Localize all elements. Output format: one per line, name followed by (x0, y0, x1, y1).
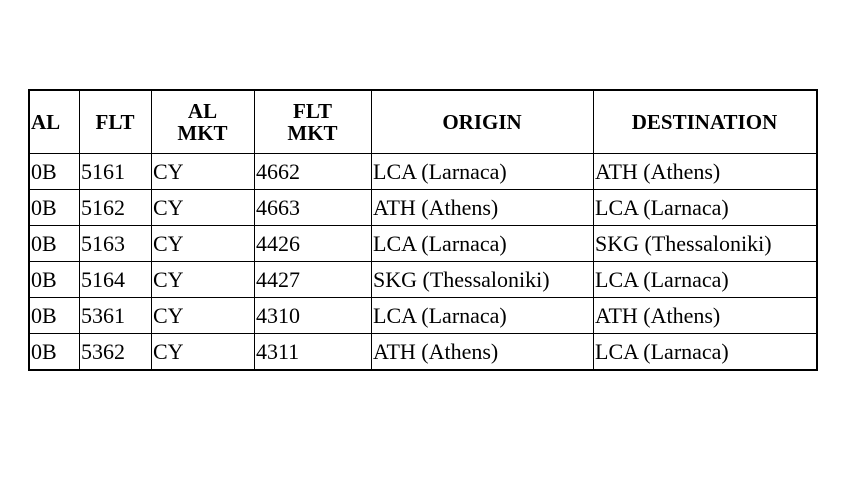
cell-origin: LCA (Larnaca) (371, 153, 594, 190)
cell-destination: LCA (Larnaca) (593, 333, 818, 371)
header-line: MKT (177, 121, 228, 145)
table-row: 0B 5162 CY 4663 ATH (Athens) LCA (Larnaca) (28, 189, 818, 226)
cell-al: 0B (28, 297, 80, 334)
cell-origin: ATH (Athens) (371, 189, 594, 226)
cell-destination: ATH (Athens) (593, 153, 818, 190)
cell-flt: 5163 (79, 225, 152, 262)
cell-flt: 5361 (79, 297, 152, 334)
header-destination: DESTINATION (593, 89, 818, 154)
cell-al: 0B (28, 261, 80, 298)
header-al: AL (28, 89, 80, 154)
cell-al: 0B (28, 189, 80, 226)
cell-destination: ATH (Athens) (593, 297, 818, 334)
header-row: AL FLT AL MKT FLT MKT ORIGIN DESTINATION (28, 89, 818, 154)
cell-destination: SKG (Thessaloniki) (593, 225, 818, 262)
cell-origin: LCA (Larnaca) (371, 297, 594, 334)
header-al-mkt: AL MKT (151, 89, 255, 154)
table-row: 0B 5164 CY 4427 SKG (Thessaloniki) LCA (Larna… (28, 261, 818, 298)
cell-al-mkt: CY (151, 297, 255, 334)
cell-flt-mkt: 4663 (254, 189, 372, 226)
cell-flt: 5362 (79, 333, 152, 371)
cell-flt-mkt: 4311 (254, 333, 372, 371)
cell-flt-mkt: 4426 (254, 225, 372, 262)
cell-al-mkt: CY (151, 225, 255, 262)
cell-flt-mkt: 4662 (254, 153, 372, 190)
header-line: MKT (287, 121, 338, 145)
cell-flt: 5162 (79, 189, 152, 226)
table-row: 0B 5161 CY 4662 LCA (Larnaca) ATH (Athens) (28, 153, 818, 190)
cell-destination: LCA (Larnaca) (593, 189, 818, 226)
cell-destination: LCA (Larnaca) (593, 261, 818, 298)
table-row: 0B 5361 CY 4310 LCA (Larnaca) ATH (Athens) (28, 297, 818, 334)
cell-al: 0B (28, 153, 80, 190)
table-row: 0B 5362 CY 4311 ATH (Athens) LCA (Larnaca) (28, 333, 818, 371)
header-origin: ORIGIN (371, 89, 594, 154)
cell-al: 0B (28, 333, 80, 371)
cell-flt-mkt: 4310 (254, 297, 372, 334)
header-flt-mkt: FLT MKT (254, 89, 372, 154)
cell-flt-mkt: 4427 (254, 261, 372, 298)
table-row: 0B 5163 CY 4426 LCA (Larnaca) SKG (Thessaloni… (28, 225, 818, 262)
cell-origin: SKG (Thessaloniki) (371, 261, 594, 298)
header-line: FLT (293, 99, 332, 123)
cell-al-mkt: CY (151, 261, 255, 298)
cell-al-mkt: CY (151, 333, 255, 371)
header-line: AL (187, 99, 218, 123)
cell-origin: ATH (Athens) (371, 333, 594, 371)
cell-origin: LCA (Larnaca) (371, 225, 594, 262)
cell-flt: 5164 (79, 261, 152, 298)
cell-flt: 5161 (79, 153, 152, 190)
flights-table: AL FLT AL MKT FLT MKT ORIGIN DESTINATION 0… (28, 89, 818, 371)
cell-al-mkt: CY (151, 153, 255, 190)
cell-al-mkt: CY (151, 189, 255, 226)
cell-al: 0B (28, 225, 80, 262)
header-flt: FLT (79, 89, 152, 154)
